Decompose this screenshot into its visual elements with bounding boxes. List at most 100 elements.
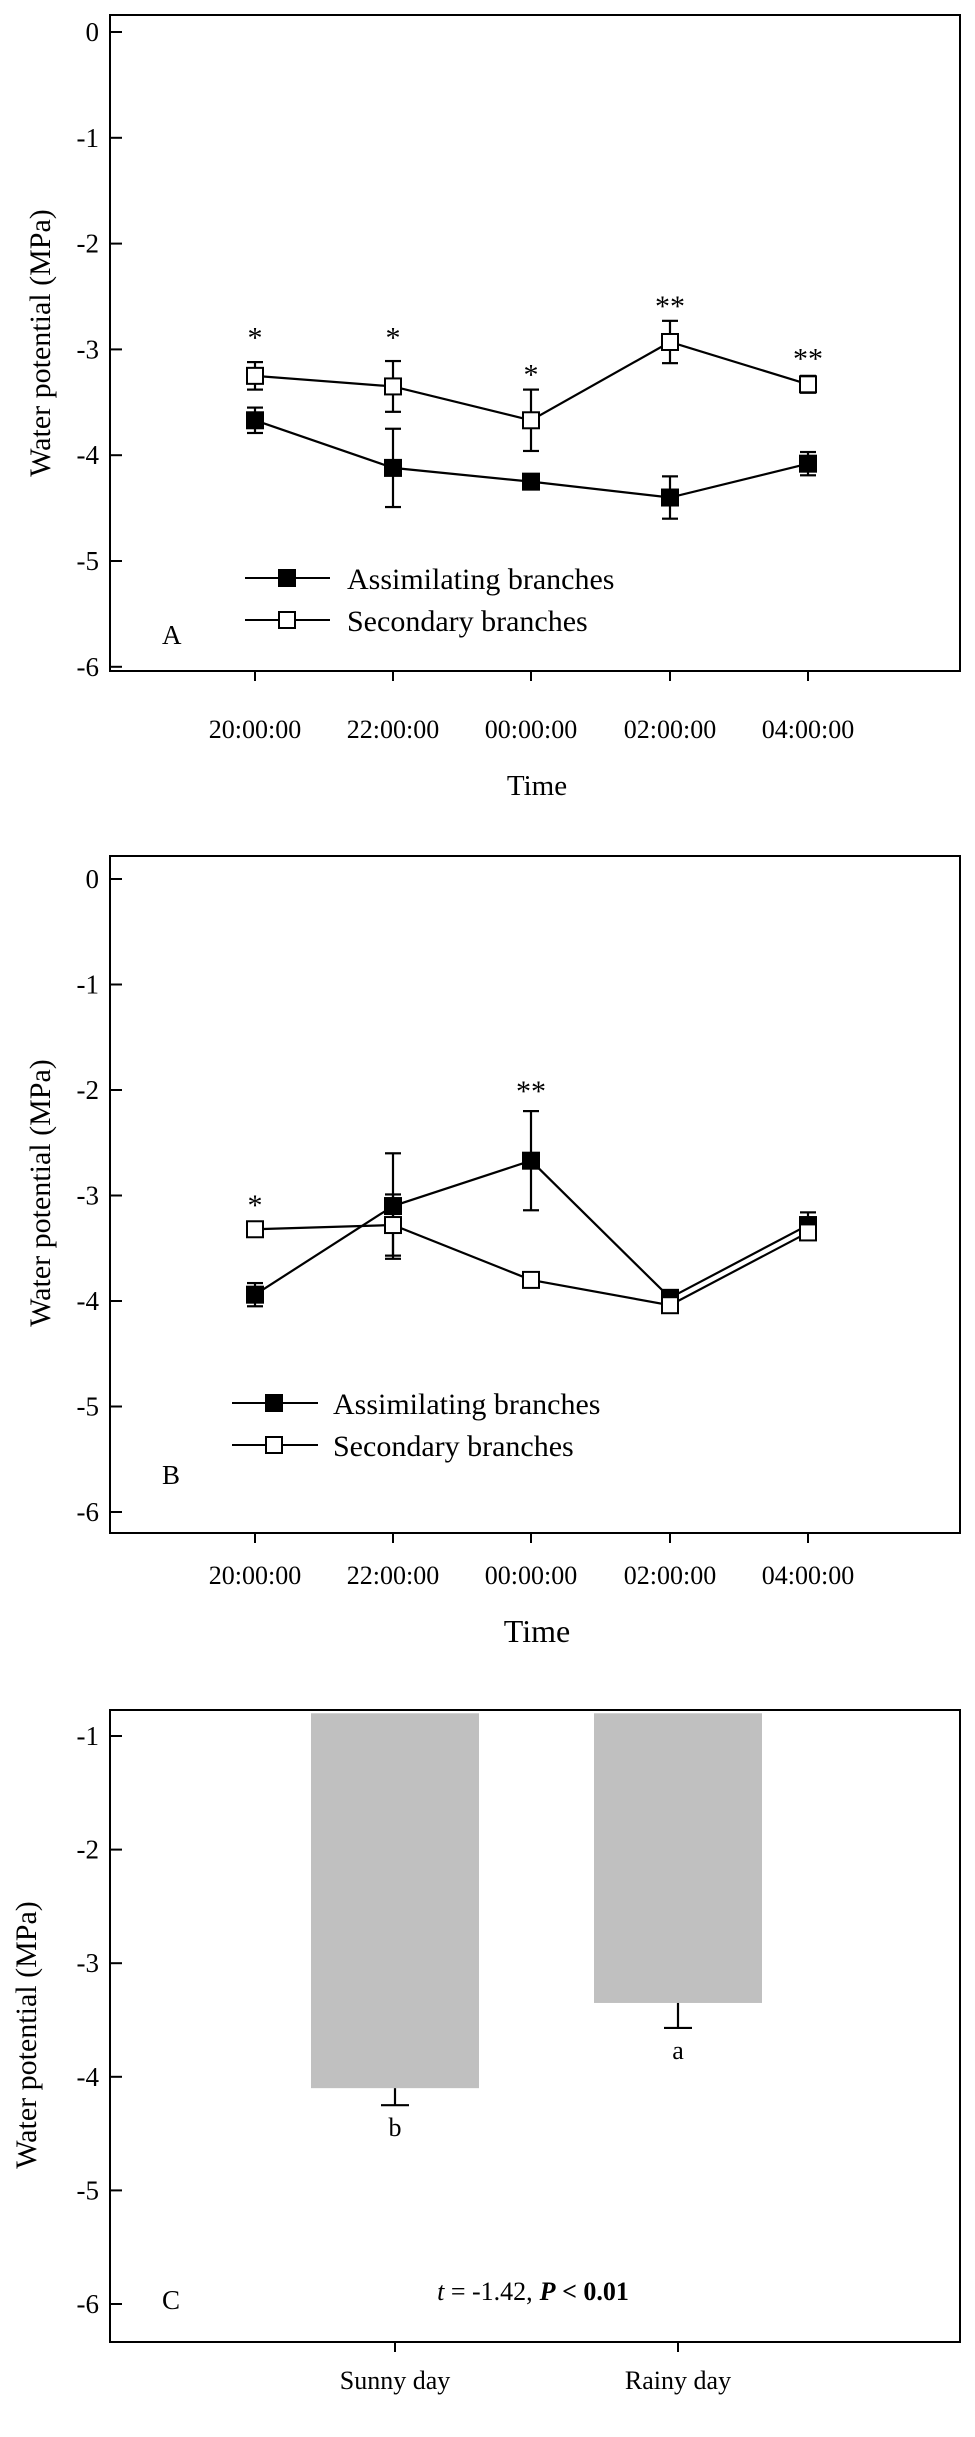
significance-mark: * [248,1189,263,1222]
panel-c-y-tick-label: -6 [77,2289,100,2319]
stat-t-symbol: t [437,2277,445,2306]
bar-sunny-day [311,1713,479,2089]
panel-a-x-tick-label: 02:00:00 [624,715,716,744]
panel-c-statistics: t = -1.42, P < 0.01 [437,2277,629,2306]
significance-letter: a [672,2036,684,2065]
panel-a-x-axis: 20:00:00 22:00:00 00:00:00 02:00:00 04:00:00 [209,671,854,744]
panel-a-y-tick-label: -3 [77,334,100,364]
panel-a-x-tick-label: 22:00:00 [347,715,439,744]
stat-t-value: = -1.42, [444,2277,532,2306]
data-point-secondary [799,1223,817,1242]
data-point-secondary [246,366,264,385]
panel-c-y-tick-label: -1 [77,1721,100,1751]
panel-a-x-axis-title: Time [507,770,567,802]
panel-b-x-axis-title: Time [504,1613,570,1649]
panel-b-markers [246,1151,817,1315]
significance-mark: ** [516,1075,546,1108]
panel-c-x-axis: Sunny day Rainy day [340,2342,731,2395]
panel-b-x-tick-label: 20:00:00 [209,1561,301,1590]
panel-b-y-tick-label: -2 [77,1075,100,1105]
panel-b-y-tick-label: -3 [77,1181,100,1211]
panel-c-y-axis: -1 -2 -3 -4 -5 -6 [77,1721,122,2319]
panel-a-y-tick-label: -6 [77,652,100,682]
panel-a-y-tick-label: -4 [77,440,100,470]
series-line-secondary [254,1223,809,1307]
significance-mark: * [248,322,263,355]
panel-b-x-tick-label: 22:00:00 [347,1561,439,1590]
panel-a-legend: Assimilating branches Secondary branches [245,563,614,638]
panel-b-y-tick-label: -1 [77,970,100,1000]
legend-b-marker-secondary [265,1436,283,1454]
data-point-assimilating [246,1285,264,1304]
panel-a-label: A [162,620,182,650]
panel-c-y-tick-label: -5 [77,2175,100,2205]
panel-a-x-tick-label: 04:00:00 [762,715,854,744]
data-point-secondary [661,1296,679,1315]
panel-b-y-axis-title: Water potential (MPa) [24,1059,57,1327]
data-point-assimilating [799,454,817,473]
panel-b-x-axis: 20:00:00 22:00:00 00:00:00 02:00:00 04:00:00 [209,1533,854,1590]
panel-a-significance: * ****** [248,290,824,392]
data-point-secondary [384,377,402,396]
panel-c-y-tick-label: -4 [77,2062,100,2092]
panel-c-y-axis-title: Water potential (MPa) [10,1901,43,2169]
significance-mark: ** [655,290,685,323]
panel-c-x-tick-label: Sunny day [340,2366,451,2395]
data-point-secondary [799,375,817,394]
legend-a-label-secondary: Secondary branches [347,605,588,638]
panel-b-x-tick-label: 04:00:00 [762,1561,854,1590]
bar-rainy-day [594,1713,762,2003]
data-point-secondary [661,332,679,351]
panel-a-markers [246,332,817,507]
data-point-assimilating [522,472,540,491]
data-point-assimilating [384,458,402,477]
legend-a-label-assimilating: Assimilating branches [347,563,614,596]
data-point-assimilating [522,1151,540,1170]
significance-mark: * [386,322,401,355]
panel-c-chart: ba -1-2-3-4-5-6 Sunny day Rainy day Water… [10,1709,961,2395]
legend-b-label-assimilating: Assimilating branches [333,1388,600,1421]
panel-b-y-tick-label: -5 [77,1392,100,1422]
legend-a-marker-secondary [278,611,296,629]
panel-b-significance: *** [248,1075,547,1222]
data-point-assimilating [246,411,264,430]
panel-b-y-tick-label: -6 [77,1497,100,1527]
data-point-secondary [384,1216,402,1235]
legend-a-marker-assimilating [278,569,296,587]
legend-b-marker-assimilating [265,1394,283,1412]
stat-p-value: < 0.01 [556,2277,629,2306]
panel-a-x-tick-label: 20:00:00 [209,715,301,744]
data-point-secondary [522,411,540,430]
data-point-secondary [522,1270,540,1289]
panel-c-x-tick-label: Rainy day [625,2366,731,2395]
panel-b-y-tick-label: 0 [86,864,100,894]
panel-a-y-tick-label: -2 [77,229,100,259]
panel-b-y-tick-label: -4 [77,1286,100,1316]
panel-c-label: C [162,2285,180,2315]
panel-b-label: B [162,1460,180,1490]
significance-mark: * [524,359,539,392]
panel-a-y-tick-label: -5 [77,546,100,576]
panel-b-chart: 0 -1 -2 -3 -4 -5 -6 20:00:00 22:00:00 00:00:00 02… [24,855,961,1649]
panel-a-plot-frame [109,14,961,672]
panel-a-chart: 0 -1 -2 -3 -4 -5 -6 20:00:00 22:00:00 00:00:00 02… [24,14,961,802]
panel-b-x-tick-label: 02:00:00 [624,1561,716,1590]
panel-a-y-axis: 0 -1 -2 -3 -4 -5 -6 [77,17,122,682]
significance-letter: b [389,2113,402,2142]
panel-b-y-axis: 0 -1 -2 -3 -4 -5 -6 [77,864,122,1527]
significance-mark: ** [793,343,823,376]
panel-c-y-tick-label: -3 [77,1948,100,1978]
legend-b-label-secondary: Secondary branches [333,1430,574,1463]
data-point-assimilating [661,488,679,507]
stat-p-symbol: P [539,2277,557,2306]
panel-a-x-tick-label: 00:00:00 [485,715,577,744]
panel-a-y-tick-label: 0 [86,17,100,47]
panel-c-y-tick-label: -2 [77,1835,100,1865]
data-point-secondary [246,1220,264,1239]
panel-c-plot-frame [109,1709,961,2343]
panel-c-bars: ba [311,1713,762,2142]
panel-b-legend: Assimilating branches Secondary branches [232,1388,600,1463]
panel-b-x-tick-label: 00:00:00 [485,1561,577,1590]
data-point-assimilating [384,1197,402,1216]
